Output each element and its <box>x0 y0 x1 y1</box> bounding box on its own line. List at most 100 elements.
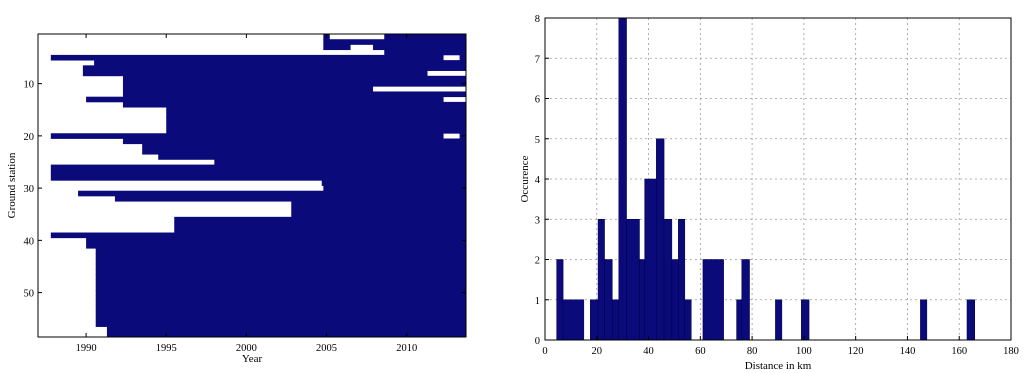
station-11-interval <box>122 86 374 92</box>
histogram-bar <box>966 299 976 341</box>
station-42-interval <box>95 248 467 254</box>
station-51-interval <box>95 295 467 301</box>
histogram-bar <box>590 299 599 341</box>
station-39-interval <box>50 232 466 239</box>
station-15-interval <box>166 107 467 113</box>
station-5-interval <box>459 54 466 61</box>
histogram-bar <box>671 259 679 341</box>
station-43-interval <box>95 253 467 260</box>
station-12-interval <box>122 91 467 98</box>
histogram-bar <box>801 299 810 341</box>
station-20-interval <box>50 133 444 139</box>
histogram-bar <box>562 299 585 341</box>
left-y-tick-label: 20 <box>24 132 35 143</box>
station-47-interval <box>95 274 467 280</box>
station-14-interval <box>122 101 467 108</box>
right-x-axis: 0 20 40 60 80 100 120 140 160 180 <box>542 336 1019 357</box>
station-31-interval <box>78 190 466 197</box>
station-10-interval <box>122 81 467 87</box>
right-y-axis-label: Occurence <box>519 155 531 202</box>
left-x-tick-label: 2005 <box>316 343 337 354</box>
station-3-interval <box>373 44 466 51</box>
station-55-interval <box>95 316 467 322</box>
histogram-bar <box>920 299 928 341</box>
station-32-interval <box>114 195 466 202</box>
right-x-tick-label: 80 <box>747 346 758 357</box>
left-x-tick-label: 2000 <box>236 343 257 354</box>
station-2-interval <box>323 39 466 45</box>
station-9-interval <box>427 75 466 82</box>
histogram-bar <box>656 138 665 341</box>
station-9-interval <box>122 75 428 82</box>
left-x-tick-label: 2010 <box>396 343 417 354</box>
left-x-axis: 1990 1995 2000 2005 2010 <box>76 34 417 354</box>
station-23-interval <box>142 148 466 155</box>
histogram-bar <box>663 219 673 341</box>
right-y-tick-label: 4 <box>535 175 541 186</box>
station-41-interval <box>86 242 466 249</box>
station-54-interval <box>95 310 467 317</box>
right-y-tick-label: 5 <box>535 135 540 146</box>
station-53-interval <box>95 305 467 312</box>
station-58-interval <box>106 331 467 338</box>
station-28-interval <box>50 175 466 181</box>
right-y-tick-label: 6 <box>535 95 540 106</box>
left-y-tick-label: 50 <box>24 289 35 300</box>
station-29-interval <box>321 180 466 186</box>
right-x-tick-label: 20 <box>592 346 603 357</box>
station-46-interval <box>95 269 467 275</box>
histogram-bar <box>612 299 620 341</box>
left-x-axis-label: Year <box>242 353 263 365</box>
histogram-grid <box>545 18 1011 340</box>
station-5-interval <box>50 54 444 61</box>
right-x-tick-label: 100 <box>796 346 812 357</box>
station-22-interval <box>142 143 466 150</box>
right-x-tick-label: 160 <box>951 346 967 357</box>
station-57-interval <box>106 326 467 333</box>
station-56-interval <box>95 321 467 327</box>
station-13-interval <box>86 96 444 103</box>
station-38-interval <box>174 227 466 233</box>
station-44-interval <box>95 258 467 265</box>
station-4-interval <box>384 49 466 56</box>
right-x-tick-label: 60 <box>695 346 706 357</box>
histogram-bar <box>626 219 640 341</box>
station-35-interval <box>291 211 466 218</box>
right-x-tick-label: 120 <box>848 346 864 357</box>
station-34-interval <box>291 206 466 213</box>
left-y-axis: 10 20 30 40 50 <box>24 80 466 300</box>
station-16-interval <box>166 112 467 118</box>
station-37-interval <box>174 222 466 228</box>
station-24-interval <box>158 154 466 160</box>
station-6-interval <box>94 60 466 66</box>
left-x-tick-label: 1995 <box>156 343 177 354</box>
station-1-interval <box>384 34 466 40</box>
station-40-interval <box>86 237 466 244</box>
right-y-tick-label: 3 <box>535 215 540 226</box>
left-y-tick-label: 10 <box>24 80 35 91</box>
availability-bars <box>50 34 467 338</box>
station-26-interval <box>50 164 466 171</box>
histogram-bar <box>639 259 645 341</box>
histogram-bar <box>684 299 692 341</box>
right-x-tick-label: 140 <box>900 346 916 357</box>
histogram-bar <box>736 299 743 341</box>
histogram-bar <box>741 259 750 341</box>
station-52-interval <box>95 300 467 307</box>
station-33-interval <box>291 201 466 207</box>
histogram-bar <box>702 259 724 341</box>
station-17-interval <box>166 117 467 124</box>
station-18-interval <box>166 122 467 129</box>
left-y-tick-label: 40 <box>24 236 35 247</box>
station-45-interval <box>95 263 467 270</box>
right-y-tick-label: 8 <box>535 14 540 25</box>
right-x-axis-label: Distance in km <box>745 360 812 372</box>
histogram-bar <box>775 299 783 341</box>
station-49-interval <box>95 284 467 291</box>
station-19-interval <box>166 128 467 134</box>
station-27-interval <box>50 169 466 176</box>
station-30-interval <box>323 185 466 192</box>
histogram-bar <box>556 259 564 341</box>
right-x-tick-label: 180 <box>1003 346 1019 357</box>
